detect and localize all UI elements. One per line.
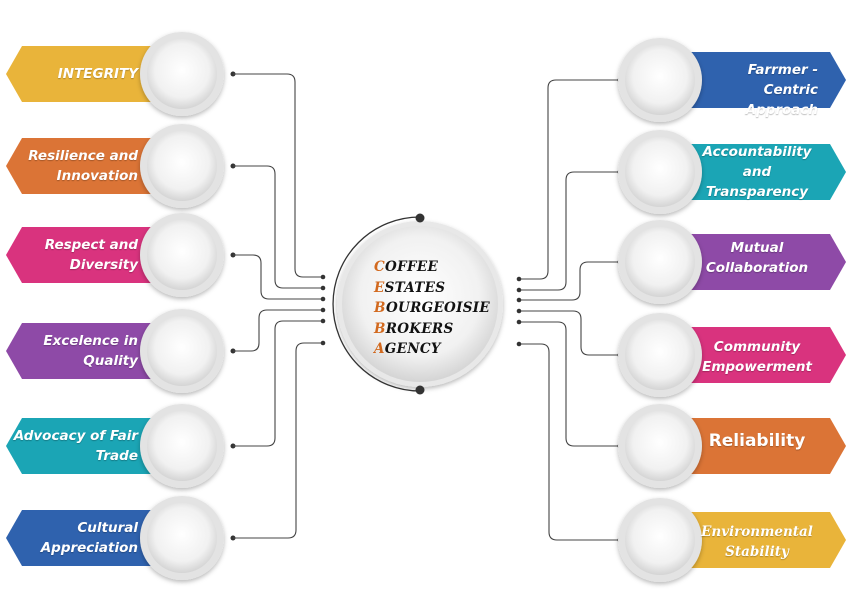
connector-line xyxy=(233,73,322,278)
connector-line xyxy=(233,320,322,447)
word-rest: GENCY xyxy=(384,341,441,357)
word-rest: STATES xyxy=(384,279,446,296)
initial-letter: C xyxy=(374,259,386,275)
agency-line-agency: AGENCY xyxy=(374,339,490,360)
connector-end-dot xyxy=(516,319,522,325)
connector-line xyxy=(519,79,620,280)
label-line: Collaboration xyxy=(705,260,809,276)
word-rest: OFFEE xyxy=(385,259,439,275)
connector-end-dot xyxy=(516,287,522,293)
agency-line-estates: ESTATES xyxy=(374,278,490,299)
connector-end-dot xyxy=(320,274,326,280)
left-banner-circle xyxy=(147,316,217,386)
label-line: Farrmer -Centric xyxy=(747,62,818,98)
label-line: Advocacy of Fair xyxy=(13,428,138,444)
connector-end-dot xyxy=(320,318,326,324)
initial-letter: E xyxy=(374,279,385,296)
connector-line xyxy=(519,321,620,447)
right-value-label: Mutual Collaboration xyxy=(694,238,820,278)
connector-line xyxy=(233,254,322,300)
right-banner-circle xyxy=(625,137,695,207)
left-banner-circle xyxy=(147,503,217,573)
label-line: Mutual xyxy=(730,240,784,256)
value-banners xyxy=(6,32,846,582)
right-value-label: Reliability xyxy=(694,430,820,452)
left-banner-circle xyxy=(147,131,217,201)
connector-end-dot xyxy=(320,285,326,291)
left-banner-circle xyxy=(147,220,217,290)
hub-circle xyxy=(342,226,498,382)
label-line: Diversity xyxy=(69,257,138,273)
label-line: Environmental xyxy=(701,524,813,540)
label-line: Respect and xyxy=(44,237,138,253)
connector-line xyxy=(233,309,322,352)
hub-arc xyxy=(332,216,421,392)
label-line: Community xyxy=(713,339,801,355)
agency-line-brokers: BROKERS xyxy=(374,319,490,340)
label-line: Accountability xyxy=(702,144,812,160)
right-value-label: Farrmer -Centric Approach xyxy=(694,60,818,120)
label-line: and xyxy=(742,164,772,180)
label-line: Empowerment xyxy=(702,359,812,375)
hub-top-dot xyxy=(415,213,425,223)
connector-end-dot xyxy=(516,297,522,303)
connector-line xyxy=(519,261,620,301)
connector-line xyxy=(233,342,322,539)
initial-letter: B xyxy=(374,300,386,316)
right-banner-circle xyxy=(625,45,695,115)
label-line: Resilience and xyxy=(28,148,138,164)
word-rest: ROKERS xyxy=(385,320,454,337)
hub-bottom-dot xyxy=(415,385,425,395)
initial-letter: A xyxy=(374,341,385,357)
connector-end-dot xyxy=(320,340,326,346)
initial-letter: B xyxy=(374,320,386,337)
right-value-label: Accountability and Transparency xyxy=(694,142,820,202)
center-hub xyxy=(332,213,503,395)
connector-line xyxy=(519,343,620,541)
connector-end-dot xyxy=(516,341,522,347)
connector-line xyxy=(233,165,322,289)
left-banner-circle xyxy=(147,411,217,481)
right-banner-circle xyxy=(625,320,695,390)
word-rest: OURGEOISIE xyxy=(385,300,490,316)
label-line: Stability xyxy=(725,544,789,560)
label-line: Reliability xyxy=(708,431,806,451)
connector-line xyxy=(519,310,620,356)
right-banner-circle xyxy=(625,227,695,297)
label-line: Cultural xyxy=(77,520,138,536)
label-line: Approach xyxy=(745,102,818,118)
label-line: Trade xyxy=(95,448,138,464)
label-line: Appreciation xyxy=(40,540,138,556)
label-line: Excelence in xyxy=(43,333,138,349)
agency-name: COFFEE ESTATES BOURGEOISIE BROKERS AGENC… xyxy=(374,257,490,360)
right-value-label: Community Empowerment xyxy=(694,337,820,377)
label-line: INTEGRITY xyxy=(57,66,138,82)
connector-end-dot xyxy=(516,276,522,282)
connector-end-dot xyxy=(516,308,522,314)
left-value-label: Excelence in Quality xyxy=(8,331,138,371)
left-banner-circle xyxy=(147,39,217,109)
connector-line xyxy=(519,171,620,291)
left-value-label: Cultural Appreciation xyxy=(8,518,138,558)
left-value-label: INTEGRITY xyxy=(8,64,138,84)
label-line: Transparency xyxy=(705,184,809,200)
label-line: Quality xyxy=(83,353,138,369)
left-value-label: Resilience and Innovation xyxy=(8,146,138,186)
agency-line-coffee: COFFEE xyxy=(374,257,490,278)
left-value-label: Respect and Diversity xyxy=(8,235,138,275)
connector-lines xyxy=(230,71,623,543)
left-value-label: Advocacy of Fair Trade xyxy=(8,426,138,466)
right-value-label: Environmental Stability xyxy=(694,522,820,562)
label-line: Innovation xyxy=(56,168,138,184)
connector-end-dot xyxy=(320,307,326,313)
connector-end-dot xyxy=(320,296,326,302)
right-banner-circle xyxy=(625,411,695,481)
agency-line-bourgeoisie: BOURGEOISIE xyxy=(374,298,490,319)
right-banner-circle xyxy=(625,505,695,575)
